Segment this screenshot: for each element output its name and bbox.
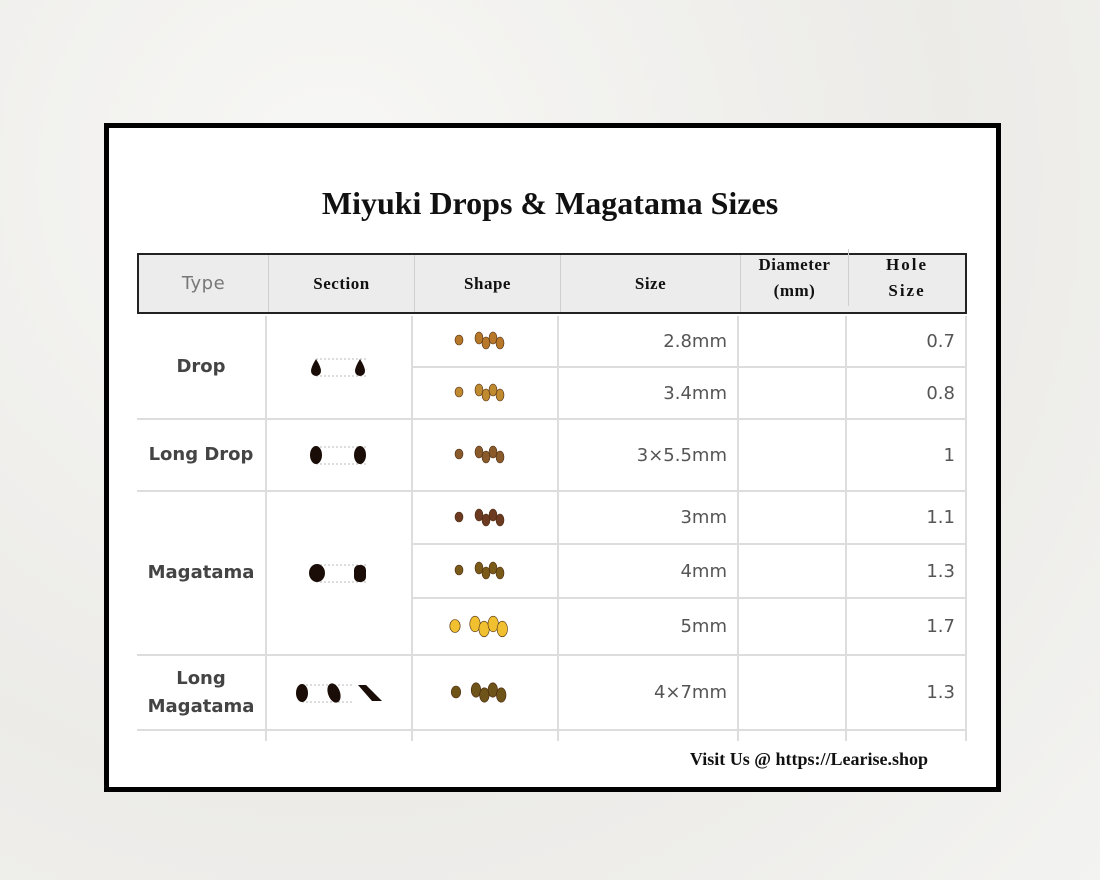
header-type: Type (139, 255, 269, 312)
size-cell: 3.4mm (559, 368, 739, 420)
size-cell: 4mm (559, 545, 739, 599)
diameter-cell (739, 599, 847, 656)
section-cell (267, 656, 413, 731)
hole-size-cell: 1.1 (847, 492, 967, 545)
section-cell (267, 492, 413, 656)
bead-shape-icon (451, 440, 519, 470)
section-cell (267, 316, 413, 420)
hole-size-cell: 1.7 (847, 599, 967, 656)
bead-section-icon (308, 561, 370, 585)
bead-shape-icon (447, 612, 523, 642)
table-row-partial (739, 731, 847, 741)
chart-frame (104, 123, 1001, 792)
bead-shape-icon (451, 503, 519, 533)
bead-shape-icon (448, 678, 522, 708)
shape-cell (413, 492, 559, 545)
type-cell: Long Magatama (137, 656, 267, 731)
diameter-cell (739, 316, 847, 368)
type-cell: Magatama (137, 492, 267, 656)
shape-cell (413, 656, 559, 731)
table-header: Type Section Shape Size Diameter (mm) Ho… (137, 249, 967, 314)
page-title: Miyuki Drops & Magatama Sizes (321, 185, 779, 221)
bead-shape-icon (451, 556, 519, 586)
hole-size-cell: 0.7 (847, 316, 967, 368)
shape-cell (413, 368, 559, 420)
shape-cell (413, 545, 559, 599)
header-shape: Shape (415, 255, 561, 312)
diameter-cell (739, 545, 847, 599)
diameter-cell (739, 656, 847, 731)
header-hole-size: Hole Size (886, 254, 928, 300)
header-section: Section (269, 255, 415, 312)
diameter-cell (739, 420, 847, 492)
hole-size-cell: 0.8 (847, 368, 967, 420)
shape-cell (413, 316, 559, 368)
size-cell: 3mm (559, 492, 739, 545)
table-row-partial (413, 731, 559, 741)
bead-shape-icon (451, 378, 519, 408)
header-size: Size (561, 255, 741, 312)
size-cell: 2.8mm (559, 316, 739, 368)
type-cell: Long Drop (137, 420, 267, 492)
shape-cell (413, 599, 559, 656)
size-cell: 4×7mm (559, 656, 739, 731)
section-cell (267, 420, 413, 492)
hole-size-cell: 1 (847, 420, 967, 492)
bead-section-icon (308, 443, 370, 467)
table-row-partial (267, 731, 413, 741)
diameter-cell (739, 492, 847, 545)
size-cell: 5mm (559, 599, 739, 656)
table-row-partial (847, 731, 967, 741)
header-diameter: Diameter (mm) (741, 249, 849, 306)
diameter-cell (739, 368, 847, 420)
shape-cell (413, 420, 559, 492)
size-cell: 3×5.5mm (559, 420, 739, 492)
bead-section-icon (308, 355, 370, 379)
hole-size-cell: 1.3 (847, 545, 967, 599)
bead-shape-icon (451, 326, 519, 356)
table-row-partial (137, 731, 267, 741)
table-row-partial (559, 731, 739, 741)
hole-size-cell: 1.3 (847, 656, 967, 731)
footer-link: Visit Us @ https://Learise.shop (689, 749, 928, 769)
bead-section-icon (294, 681, 384, 705)
type-cell: Drop (137, 316, 267, 420)
